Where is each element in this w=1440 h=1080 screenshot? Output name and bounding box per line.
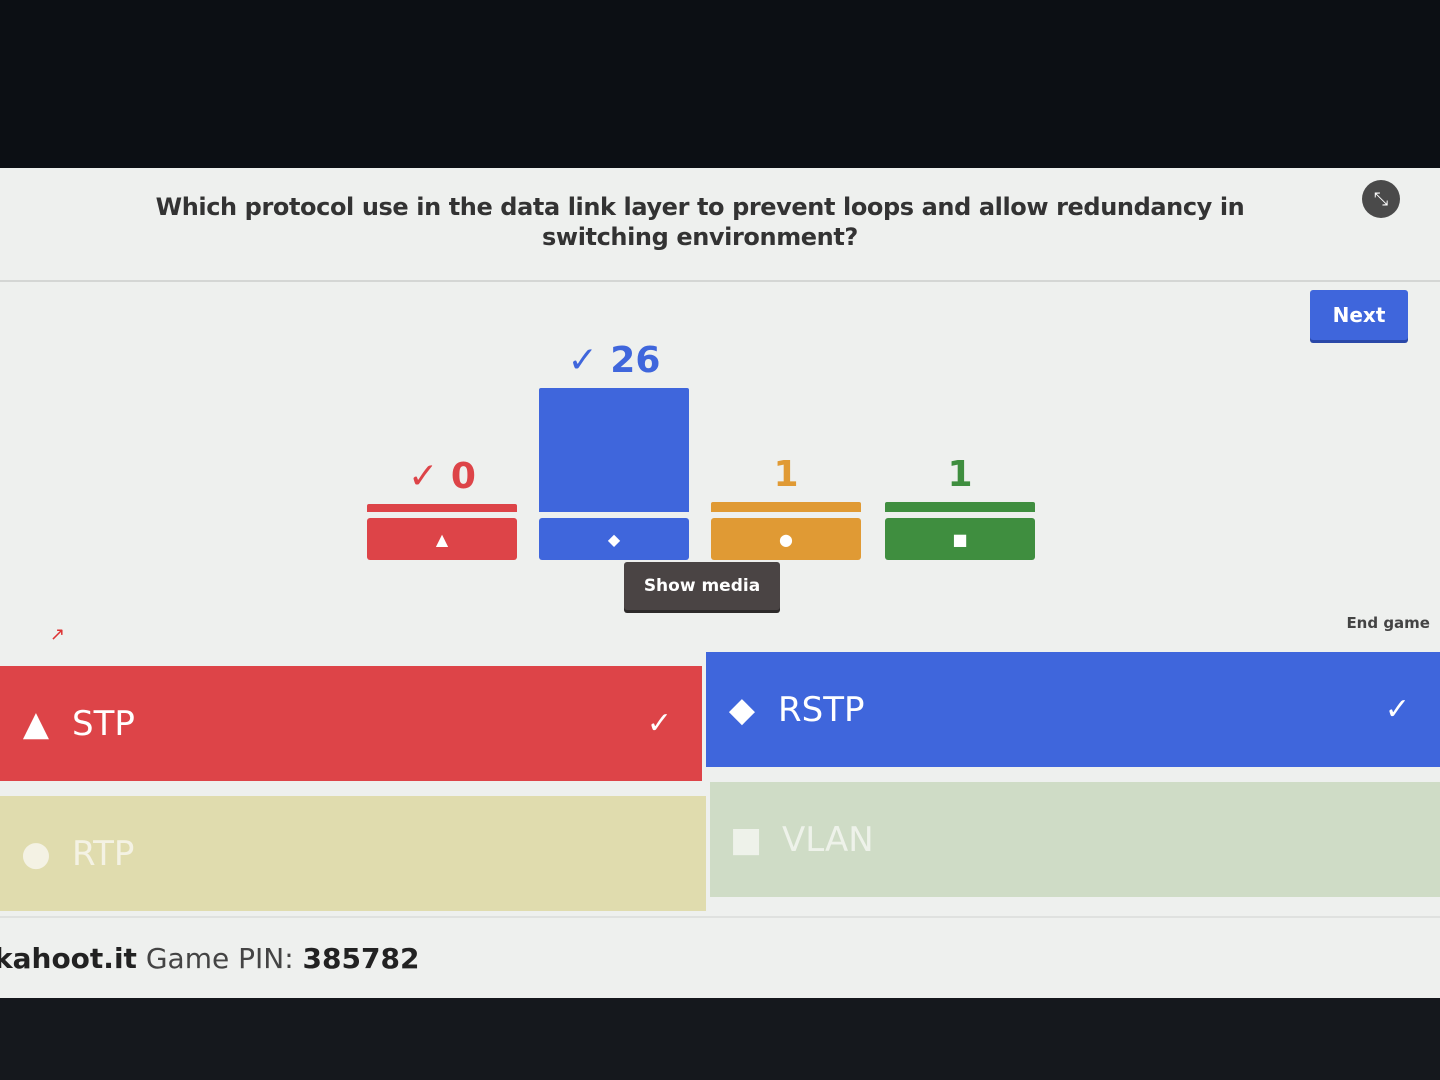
screen-bezel xyxy=(0,998,1440,1080)
circle-icon: ● xyxy=(14,834,58,874)
result-bar-square xyxy=(885,502,1035,512)
result-base-square: ■ xyxy=(885,518,1035,560)
answer-rstp[interactable]: ◆ RSTP ✓ xyxy=(706,652,1440,767)
answer-vlan[interactable]: ■ VLAN xyxy=(710,782,1440,897)
diamond-icon: ◆ xyxy=(720,690,764,730)
diamond-icon: ◆ xyxy=(608,530,620,549)
game-pin-label: Game PIN: xyxy=(146,942,294,975)
result-count-diamond: ✓ 26 xyxy=(539,340,689,381)
footer: kahoot.it Game PIN: 385782 xyxy=(0,942,419,975)
minimize-icon[interactable]: ⤡ xyxy=(1362,180,1400,218)
next-button[interactable]: Next xyxy=(1310,290,1408,340)
result-count-circle: 1 xyxy=(711,454,861,495)
circle-icon: ● xyxy=(779,530,793,549)
answer-rtp[interactable]: ● RTP xyxy=(0,796,706,911)
show-media-button[interactable]: Show media xyxy=(624,562,780,610)
game-pin-value: 385782 xyxy=(303,942,420,975)
question-text: Which protocol use in the data link laye… xyxy=(110,192,1290,252)
kahoot-brand: kahoot.it xyxy=(0,942,137,975)
end-game-button[interactable]: End game xyxy=(1330,614,1430,632)
result-bar-triangle xyxy=(367,504,517,512)
check-icon: ✓ xyxy=(1385,692,1410,727)
result-count-square: 1 xyxy=(885,454,1035,495)
result-base-circle: ● xyxy=(711,518,861,560)
question-divider xyxy=(0,280,1440,282)
answer-stp[interactable]: ▲ STP ✓ xyxy=(0,666,702,781)
result-count-triangle: ✓ 0 xyxy=(367,456,517,497)
result-bar-circle xyxy=(711,502,861,512)
footer-divider xyxy=(0,916,1440,918)
triangle-icon: ▲ xyxy=(436,530,448,549)
pen-mark: ↗ xyxy=(50,624,65,645)
answer-label: RSTP xyxy=(778,690,864,730)
kahoot-host-screen: Which protocol use in the data link laye… xyxy=(0,168,1440,998)
square-icon: ■ xyxy=(952,530,967,549)
answer-label: STP xyxy=(72,704,135,744)
result-bar-diamond xyxy=(539,388,689,512)
check-icon: ✓ xyxy=(647,706,672,741)
square-icon: ■ xyxy=(724,820,768,860)
result-base-diamond: ◆ xyxy=(539,518,689,560)
result-base-triangle: ▲ xyxy=(367,518,517,560)
answer-label: RTP xyxy=(72,834,134,874)
results-chart: ✓ 0 ▲ ✓ 26 ◆ 1 ● 1 ■ xyxy=(360,308,1050,548)
answer-label: VLAN xyxy=(782,820,874,860)
triangle-icon: ▲ xyxy=(14,704,58,744)
